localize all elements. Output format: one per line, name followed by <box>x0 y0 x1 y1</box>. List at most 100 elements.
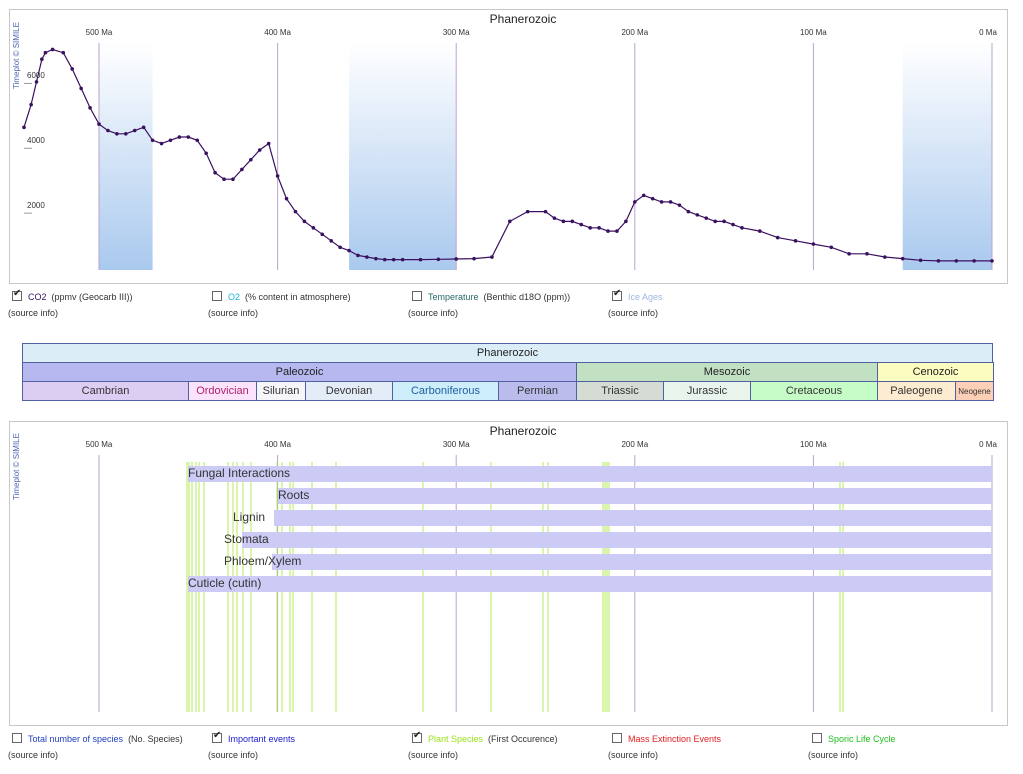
event-bar[interactable] <box>272 554 992 570</box>
co2-point <box>659 200 664 204</box>
top-source-info-link[interactable]: (source info) <box>8 308 59 318</box>
co2-point <box>311 226 316 230</box>
co2-point <box>525 209 530 214</box>
co2-point <box>704 216 709 220</box>
bottom-legend-checkbox[interactable] <box>612 733 622 743</box>
top-legend-name[interactable]: Ice Ages <box>628 292 663 302</box>
top-legend-checkbox[interactable] <box>212 291 222 301</box>
bottom-source-info-link[interactable]: (source info) <box>408 750 459 760</box>
bottom-source-info-link[interactable]: (source info) <box>8 750 59 760</box>
bottom-source-info-link[interactable]: (source info) <box>208 750 259 760</box>
top-legend-item[interactable]: O2 (% content in atmosphere) <box>212 290 351 302</box>
co2-point <box>40 57 44 62</box>
event-label[interactable]: Fungal Interactions <box>188 466 291 480</box>
co2-point <box>132 128 137 133</box>
bottom-legend-name[interactable]: Sporic Life Cycle <box>828 734 896 744</box>
event-bar[interactable] <box>188 466 992 482</box>
co2-point <box>740 226 744 230</box>
top-xtick-label: 300 Ma <box>442 28 470 37</box>
top-ytick-label: 2000 <box>27 201 45 211</box>
top-legend-checkbox[interactable] <box>12 290 22 301</box>
co2-point <box>615 229 619 233</box>
co2-point <box>29 102 33 107</box>
period-cell-triassic[interactable]: Triassic <box>576 381 664 401</box>
top-legend-item[interactable]: Ice Ages <box>612 290 663 302</box>
period-cell-carboniferous[interactable]: Carboniferous <box>392 381 499 401</box>
event-bar[interactable] <box>188 576 992 592</box>
bottom-legend-item[interactable]: Important events <box>212 732 295 744</box>
bottom-legend-checkbox[interactable] <box>812 733 822 743</box>
top-legend-checkbox[interactable] <box>412 291 422 301</box>
co2-point <box>204 151 208 156</box>
event-label[interactable]: Roots <box>278 488 310 502</box>
event-bar[interactable] <box>278 488 992 504</box>
top-legend-name[interactable]: CO2 <box>28 292 47 302</box>
co2-point <box>606 229 610 233</box>
event-label[interactable]: Phloem/Xylem <box>224 554 302 568</box>
period-cell-jurassic[interactable]: Jurassic <box>663 381 751 401</box>
top-source-info-link[interactable]: (source info) <box>408 308 459 318</box>
top-source-info-link[interactable]: (source info) <box>208 308 259 318</box>
bottom-legend-item[interactable]: Mass Extinction Events <box>612 732 721 744</box>
ice-age-band-1 <box>349 43 457 270</box>
co2-point <box>588 226 592 230</box>
bottom-legend-desc: (First Occurence) <box>488 734 558 744</box>
top-ytick-label: 6000 <box>27 71 45 81</box>
bottom-legend-item[interactable]: Sporic Life Cycle <box>812 732 896 744</box>
bottom-xtick-label: 100 Ma <box>800 440 827 449</box>
co2-point <box>543 209 548 214</box>
co2-point <box>847 251 851 256</box>
co2-point <box>624 219 628 224</box>
co2-point <box>972 259 976 263</box>
event-label[interactable]: Cuticle (cutin) <box>188 576 262 590</box>
event-bar[interactable] <box>242 532 992 548</box>
co2-point <box>668 200 673 204</box>
co2-plot-frame <box>9 9 1008 284</box>
top-legend-name[interactable]: Temperature <box>428 292 479 302</box>
co2-point <box>22 125 26 130</box>
co2-point <box>677 203 682 207</box>
bottom-legend-checkbox[interactable] <box>12 733 22 743</box>
top-ytick-label: 4000 <box>27 136 45 146</box>
period-cell-cretaceous[interactable]: Cretaceous <box>750 381 878 401</box>
co2-point <box>43 50 48 55</box>
era-cell-mesozoic[interactable]: Mesozoic <box>576 362 878 382</box>
top-legend-name[interactable]: O2 <box>228 292 241 302</box>
co2-point <box>356 253 360 258</box>
co2-point <box>168 138 173 143</box>
top-xtick-label: 400 Ma <box>264 28 291 37</box>
top-legend-item[interactable]: Temperature (Benthic d18O (ppm)) <box>412 290 570 302</box>
bottom-legend-name[interactable]: Important events <box>228 734 296 744</box>
period-cell-paleogene[interactable]: Paleogene <box>877 381 956 401</box>
co2-point <box>97 122 101 126</box>
top-legend-checkbox[interactable] <box>612 290 622 301</box>
period-cell-ordovician[interactable]: Ordovician <box>188 381 257 401</box>
co2-point <box>570 219 575 224</box>
bottom-legend-name[interactable]: Mass Extinction Events <box>628 734 722 744</box>
co2-point <box>552 216 557 220</box>
event-bar[interactable] <box>274 510 992 526</box>
top-legend-desc: (% content in atmosphere) <box>245 292 351 302</box>
bottom-legend-item[interactable]: Plant Species (First Occurence) <box>412 732 558 744</box>
co2-point <box>159 141 164 146</box>
top-legend-item[interactable]: CO2 (ppmv (Geocarb III)) <box>12 290 133 302</box>
bottom-source-info-link[interactable]: (source info) <box>608 750 659 760</box>
event-label[interactable]: Lignin <box>233 510 266 524</box>
event-label[interactable]: Stomata <box>224 532 269 546</box>
bottom-legend-name[interactable]: Plant Species <box>428 734 484 744</box>
co2-point <box>758 229 762 233</box>
period-cell-cambrian[interactable]: Cambrian <box>22 381 189 401</box>
bottom-legend-item[interactable]: Total number of species (No. Species) <box>12 732 183 744</box>
bottom-legend-name[interactable]: Total number of species <box>28 734 124 744</box>
period-cell-silurian[interactable]: Silurian <box>256 381 306 401</box>
bottom-xtick-label: 500 Ma <box>85 440 113 449</box>
period-cell-devonian[interactable]: Devonian <box>305 381 393 401</box>
bottom-source-info-link[interactable]: (source info) <box>808 750 859 760</box>
top-source-info-link[interactable]: (source info) <box>608 308 659 318</box>
period-cell-neogene[interactable]: Neogene <box>955 381 994 401</box>
era-cell-cenozoic[interactable]: Cenozoic <box>877 362 994 382</box>
top-xtick-label: 100 Ma <box>800 28 827 37</box>
bottom-legend-checkbox[interactable] <box>212 732 222 743</box>
co2-point <box>222 177 226 181</box>
bottom-legend-checkbox[interactable] <box>412 732 422 743</box>
